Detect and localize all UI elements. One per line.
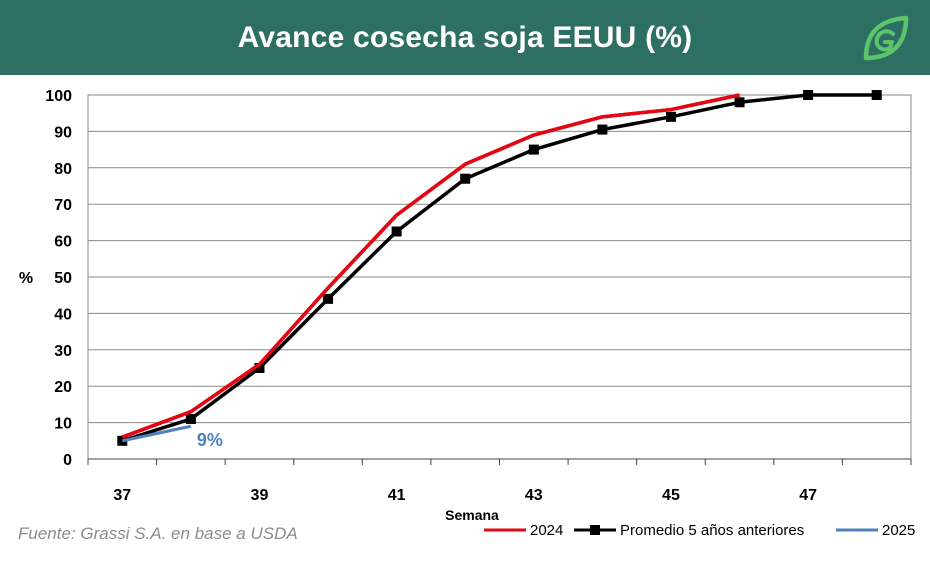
legend-marker	[590, 525, 600, 535]
y-tick-label: 0	[63, 452, 72, 469]
data-point	[254, 363, 265, 373]
data-point	[391, 226, 402, 237]
y-tick-label: 100	[45, 88, 72, 105]
chart-area: 0 10 20 30 40 50 60 70 80 90 100 37 39 41 43 45 47% Seman…	[0, 75, 930, 559]
y-tick-label: 80	[54, 161, 72, 178]
x-axis-title: Semana	[445, 507, 499, 523]
series-line-2024-overlay	[121, 93, 740, 439]
y-tick-label: 10	[54, 416, 72, 433]
y-tick-label: 70	[54, 197, 72, 214]
data-point	[597, 124, 608, 135]
data-point	[460, 173, 471, 184]
legend-label-0: 2024	[530, 522, 563, 539]
y-tick-label: 20	[54, 379, 72, 396]
data-point	[734, 97, 745, 108]
chart-title: Avance cosecha soja EEUU (%)	[237, 20, 693, 54]
x-tick-label: 39	[251, 487, 269, 504]
data-label: 9%	[197, 430, 223, 450]
y-tick-label: 40	[54, 306, 72, 323]
legend-label-2: 2025	[882, 522, 915, 539]
y-tick-label: 90	[54, 124, 72, 141]
x-tick-label: 41	[388, 487, 406, 504]
y-tick-label: 50	[54, 270, 72, 287]
legend-label-1: Promedio 5 años anteriores	[620, 522, 804, 539]
data-point	[528, 144, 539, 155]
source-note: Fuente: Grassi S.A. en base a USDA	[18, 524, 298, 543]
series-line-2	[121, 424, 192, 443]
y-axis-title: %	[19, 270, 33, 287]
chart-header: Avance cosecha soja EEUU (%)	[0, 0, 930, 75]
line-chart: 0 10 20 30 40 50 60 70 80 90 100 37 39 41 43 45 47% Seman…	[19, 88, 915, 539]
data-point	[803, 90, 814, 100]
data-point	[185, 413, 196, 424]
x-tick-label: 43	[525, 487, 543, 504]
y-tick-label: 30	[54, 343, 72, 360]
data-point	[323, 293, 334, 304]
data-point	[871, 90, 882, 100]
x-tick-label: 45	[662, 487, 680, 504]
x-tick-label: 47	[799, 487, 817, 504]
y-tick-label: 60	[54, 234, 72, 251]
x-tick-label: 37	[113, 487, 131, 504]
grassi-leaf-icon	[863, 15, 909, 61]
series-line-1	[121, 93, 877, 443]
data-point	[665, 111, 676, 122]
